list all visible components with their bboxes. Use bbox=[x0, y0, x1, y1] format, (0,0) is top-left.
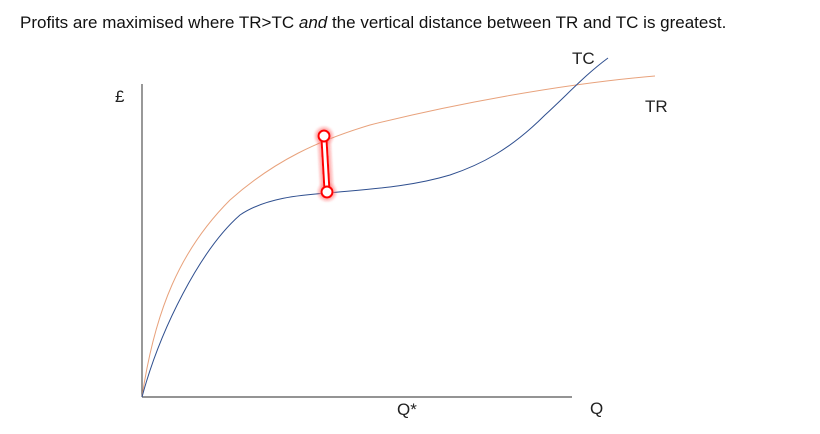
tc-curve-label: TC bbox=[572, 49, 595, 68]
q-star-label: Q* bbox=[397, 400, 417, 419]
caption-emphasis: and bbox=[298, 13, 328, 32]
caption-text-end: the vertical distance between TR and TC … bbox=[327, 13, 727, 32]
tc-curve bbox=[141, 57, 609, 398]
caption-text-start: Profits are maximised where TR>TC bbox=[20, 13, 299, 32]
profit-gap-highlight bbox=[317, 129, 334, 199]
x-axis-label: Q bbox=[590, 399, 603, 418]
tr-curve bbox=[141, 75, 656, 398]
diagram-caption: Profits are maximised where TR>TC and th… bbox=[20, 13, 726, 33]
tr-curve-label: TR bbox=[645, 97, 668, 116]
y-axis-label: £ bbox=[115, 87, 125, 106]
